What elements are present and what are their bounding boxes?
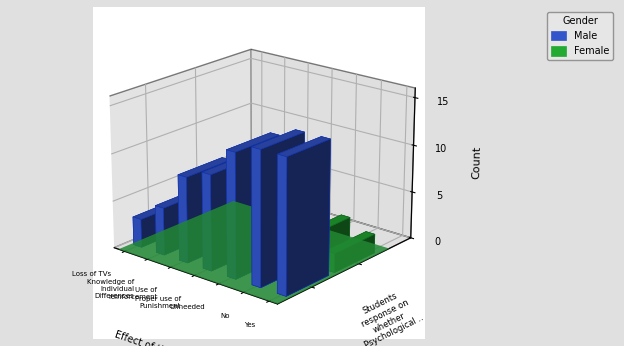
Y-axis label: Students
response on
whether
Psychological ..: Students response on whether Psychologic… <box>349 285 425 346</box>
Legend: Male, Female: Male, Female <box>547 12 613 60</box>
X-axis label: Effect of the .: Effect of the . <box>114 329 179 346</box>
